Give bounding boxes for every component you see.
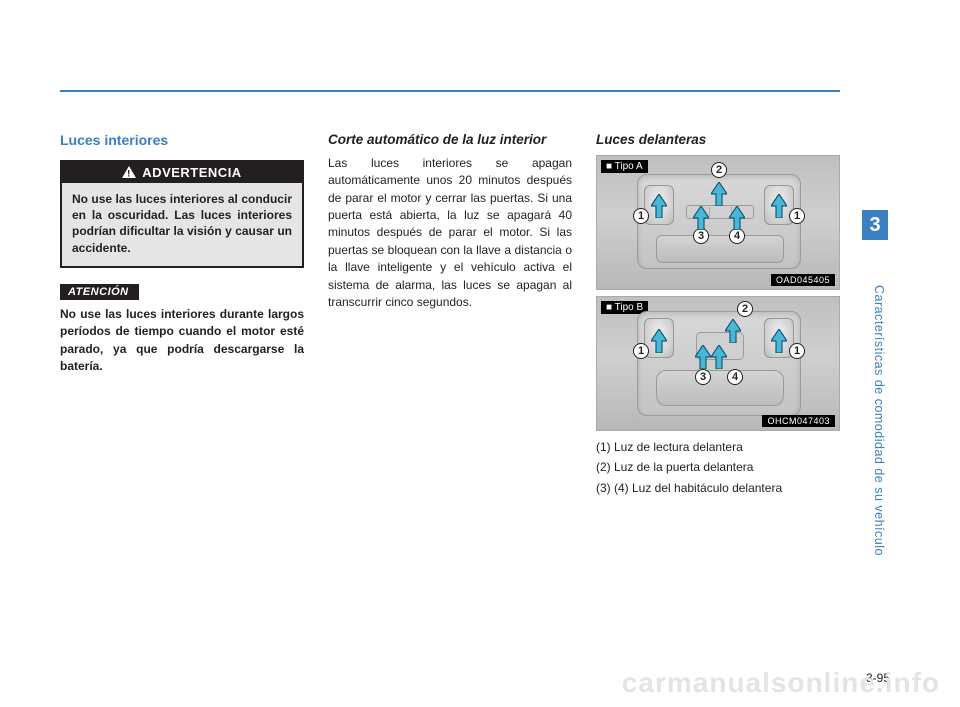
column-2: Corte automático de la luz interior Las …	[328, 132, 572, 498]
callout-1-left: 1	[633, 343, 649, 359]
arrow-icon	[651, 329, 667, 353]
column-1: Luces interiores ! ADVERTENCIA No use la…	[60, 132, 304, 498]
chapter-number: 3	[862, 210, 888, 240]
callout-2: 2	[711, 162, 727, 178]
col2-body: Las luces interiores se apagan automátic…	[328, 155, 572, 312]
figure-b-tray	[656, 370, 784, 406]
legend-item: (2) Luz de la puerta delantera	[596, 457, 840, 477]
column-3: Luces delanteras ■ Tipo A 1 1 2 3	[596, 132, 840, 498]
atencion-body: No use las luces interiores durante larg…	[60, 306, 304, 376]
arrow-icon	[771, 194, 787, 218]
section-title: Luces interiores	[60, 132, 304, 148]
page: Luces interiores ! ADVERTENCIA No use la…	[60, 40, 900, 660]
seg	[709, 207, 729, 217]
advertencia-head: ! ADVERTENCIA	[62, 162, 302, 183]
col2-heading: Corte automático de la luz interior	[328, 132, 572, 149]
advertencia-head-label: ADVERTENCIA	[142, 165, 241, 180]
figure-a: ■ Tipo A 1 1 2 3 4	[596, 155, 840, 290]
warning-triangle-icon: !	[122, 166, 136, 178]
legend-item: (1) Luz de lectura delantera	[596, 437, 840, 457]
callout-3: 3	[693, 228, 709, 244]
arrow-icon	[725, 319, 741, 343]
arrow-icon	[711, 182, 727, 206]
callout-1-right: 1	[789, 208, 805, 224]
top-rule	[60, 90, 840, 92]
legend: (1) Luz de lectura delantera (2) Luz de …	[596, 437, 840, 498]
arrow-icon	[651, 194, 667, 218]
side-tab: 3 Características de comodidad de su veh…	[862, 210, 888, 590]
figure-b-code: OHCM047403	[762, 415, 835, 427]
callout-1-right: 1	[789, 343, 805, 359]
advertencia-box: ! ADVERTENCIA No use las luces interiore…	[60, 160, 304, 268]
figure-a-badge: ■ Tipo A	[601, 160, 648, 173]
arrow-icon	[729, 206, 745, 230]
col3-heading: Luces delanteras	[596, 132, 840, 149]
callout-4: 4	[727, 369, 743, 385]
chapter-label: Características de comodidad de su vehíc…	[872, 250, 886, 590]
advertencia-body: No use las luces interiores al conducir …	[62, 183, 302, 266]
arrow-icon	[711, 345, 727, 369]
columns: Luces interiores ! ADVERTENCIA No use la…	[60, 132, 840, 498]
callout-3: 3	[695, 369, 711, 385]
arrow-icon	[693, 206, 709, 230]
callout-4: 4	[729, 228, 745, 244]
watermark: carmanualsonline.info	[622, 667, 940, 699]
legend-item: (3) (4) Luz del habitáculo delantera	[596, 478, 840, 498]
atencion-label: ATENCIÓN	[60, 284, 139, 300]
figure-a-code: OAD045405	[771, 274, 835, 286]
callout-2: 2	[737, 301, 753, 317]
arrow-icon	[695, 345, 711, 369]
figure-b: ■ Tipo B 1 1 2 3 4 OHCM047403	[596, 296, 840, 431]
svg-text:!: !	[128, 169, 132, 179]
callout-1-left: 1	[633, 208, 649, 224]
figure-a-tray	[656, 235, 784, 263]
arrow-icon	[771, 329, 787, 353]
